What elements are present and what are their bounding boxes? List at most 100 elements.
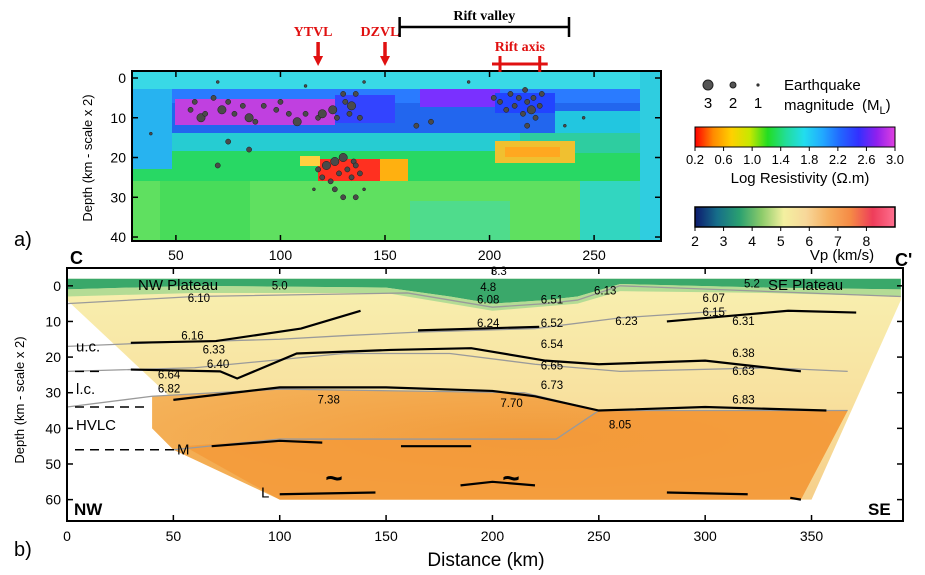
earthquake-point xyxy=(252,118,259,125)
earthquake-point xyxy=(149,131,153,136)
earthquake-point xyxy=(191,99,198,105)
earthquake-legend: 3 2 1 Earthquake magnitude (ML) xyxy=(702,77,891,117)
reflector-segment xyxy=(211,439,323,448)
reflector-segment xyxy=(460,480,536,487)
model-interface xyxy=(66,285,901,308)
velocity-value-label: 6.82 xyxy=(158,384,180,396)
earthquake-point xyxy=(322,161,331,170)
mantle-zone xyxy=(183,410,848,500)
panel-a-ytick-label: 30 xyxy=(110,189,126,205)
model-interface xyxy=(66,352,848,372)
vp-colorbar-bar xyxy=(694,206,896,228)
panel-b-frame xyxy=(66,267,904,522)
vp-tick-label: 5 xyxy=(777,233,785,249)
rift-valley-label: Rift valley xyxy=(453,9,515,24)
earthquake-point xyxy=(231,110,238,117)
panel-b-xtick-label: 100 xyxy=(268,528,292,544)
velocity-value-label: 7.38 xyxy=(317,394,339,406)
layer-name-label: M xyxy=(177,442,190,459)
earthquake-point xyxy=(511,102,518,109)
earthquake-point xyxy=(503,106,510,113)
velocity-value-label: 7.70 xyxy=(500,398,522,410)
vp-colorbar: 2 3 4 5 6 7 8 Vp (km/s) xyxy=(691,206,896,264)
earthquake-point xyxy=(217,105,227,115)
earthquake-point xyxy=(312,187,316,192)
earthquake-point xyxy=(346,110,353,117)
panel-a-resistivity-section: 0 10 20 30 40 50 100 150 200 250 Depth (km - scal… xyxy=(14,9,904,263)
panel-a-axes: 0 10 20 30 40 50 100 150 200 250 xyxy=(110,70,661,263)
velocity-value-label: 6.52 xyxy=(541,318,563,330)
earthquake-point xyxy=(319,174,326,181)
legend-title-line1: Earthquake xyxy=(784,77,861,94)
upper-crust-top xyxy=(67,284,901,311)
layer-name-label: HVLC xyxy=(76,417,116,434)
velocity-value-label: 6.65 xyxy=(541,361,563,373)
lineament-arrow-head xyxy=(313,56,324,66)
panel-b-label: b) xyxy=(14,539,32,561)
panel-a-xtick-label: 50 xyxy=(168,247,184,263)
nw-direction-label: NW xyxy=(74,500,103,519)
legend-mag-2-symbol xyxy=(729,81,737,89)
earthquake-point xyxy=(357,114,363,121)
velocity-value-label: 6.63 xyxy=(732,366,754,378)
earthquake-point xyxy=(344,166,351,173)
earthquake-point xyxy=(524,122,531,129)
panel-b-ytick-label: 10 xyxy=(45,313,61,329)
velocity-value-label: 8.05 xyxy=(609,419,631,431)
lineament-arrow-head xyxy=(380,56,390,66)
layer-name-label: u.c. xyxy=(76,338,100,355)
resistivity-tick-label: 1.8 xyxy=(800,152,818,167)
earthquake-point xyxy=(520,110,526,117)
earthquake-point xyxy=(362,80,366,84)
legend-mag-2: 2 xyxy=(729,95,737,112)
panel-b-ytick-label: 50 xyxy=(45,456,61,472)
earthquake-point xyxy=(532,114,539,121)
panel-a-ytick-label: 10 xyxy=(110,110,126,126)
earthquake-point xyxy=(340,194,347,201)
vp-tick-label: 6 xyxy=(805,233,813,249)
panel-b-xtick-label: 50 xyxy=(166,528,182,544)
velocity-value-label: 6.08 xyxy=(477,295,499,307)
legend-mag-1: 1 xyxy=(754,95,762,112)
profile-end-label: C' xyxy=(895,250,912,270)
panel-b-xtick-label: 300 xyxy=(693,528,717,544)
velocity-value-label: 5.0 xyxy=(272,280,288,292)
resistivity-colorbar: 0.2 0.6 1.0 1.4 1.8 2.2 2.6 3.0 Log Resistivity… xyxy=(686,126,904,187)
earthquake-point xyxy=(330,157,340,166)
earthquake-point xyxy=(352,194,359,201)
earthquake-point xyxy=(352,162,359,169)
resistivity-tick-label: 2.6 xyxy=(857,152,875,167)
earthquake-point xyxy=(210,95,217,101)
earthquake-point xyxy=(342,99,349,105)
velocity-value-label: 6.33 xyxy=(203,345,225,357)
earthquake-point xyxy=(202,110,209,117)
panel-b-ytick-label: 30 xyxy=(45,385,61,401)
velocity-value-label: 6.23 xyxy=(615,316,637,328)
earthquake-point xyxy=(215,80,220,84)
velocity-value-label: 6.40 xyxy=(207,359,229,371)
velocity-value-label: 6.24 xyxy=(477,318,500,330)
earthquake-point xyxy=(214,162,221,169)
resistivity-model xyxy=(132,71,661,241)
earthquake-point xyxy=(536,102,543,109)
earthquake-point xyxy=(292,117,302,127)
vp-tick-label: 2 xyxy=(691,233,699,249)
earthquake-point xyxy=(524,99,531,105)
panel-a-ytick-label: 40 xyxy=(110,229,126,245)
velocity-value-label: 6.83 xyxy=(732,394,754,406)
reflector-segment xyxy=(173,386,827,412)
earthquake-point xyxy=(328,105,338,115)
velocity-value-label: 6.38 xyxy=(732,348,754,360)
panel-b-xtick-label: 200 xyxy=(481,528,505,544)
legend-mag-3: 3 xyxy=(704,95,712,112)
earthquake-point xyxy=(303,84,308,88)
earthquake-point xyxy=(466,80,471,84)
earthquake-point xyxy=(244,113,254,123)
earthquake-point xyxy=(347,101,356,111)
earthquake-point xyxy=(563,123,567,128)
panel-a-xtick-label: 250 xyxy=(582,247,606,263)
velocity-value-label: 6.10 xyxy=(188,293,210,305)
earthquake-point xyxy=(277,99,284,105)
earthquake-point xyxy=(522,87,528,93)
